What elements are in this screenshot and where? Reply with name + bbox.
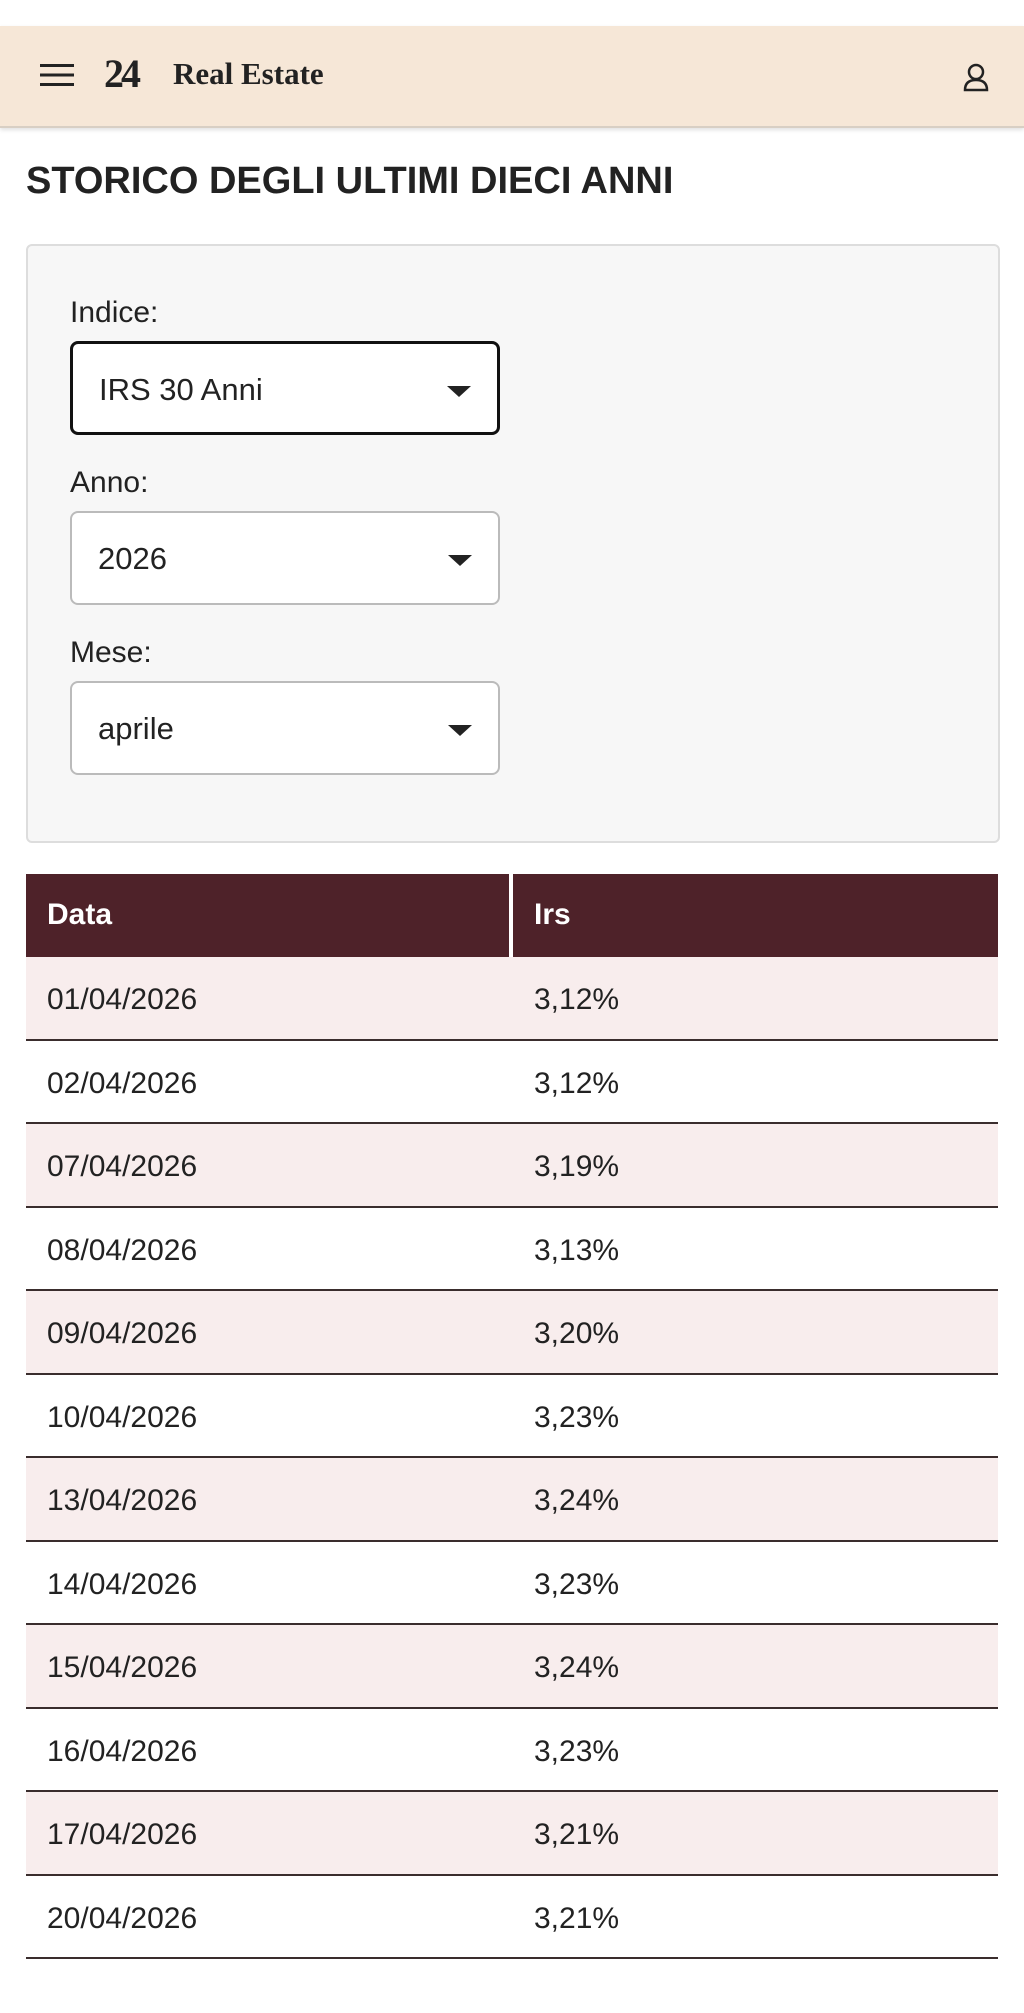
logo[interactable]: 24	[104, 51, 141, 96]
date-cell: 07/04/2026	[47, 1150, 198, 1183]
table-row: 07/04/2026 3,19%	[26, 1124, 998, 1208]
dropdown[interactable]: aprile	[70, 681, 500, 775]
top-bar: 24 Real Estate	[0, 26, 1024, 128]
dropdown-arrow	[448, 555, 472, 566]
dropdown[interactable]: 2026	[70, 511, 500, 605]
dropdown-arrow	[447, 386, 471, 397]
brand[interactable]: Real Estate	[173, 56, 324, 91]
table-row: 09/04/2026 3,20%	[26, 1291, 998, 1375]
filter-panel: Indice: IRS 30 Anni Anno: 2026 Mese: aprile	[26, 244, 1000, 843]
rate-cell: 3,23%	[534, 1400, 620, 1434]
rate-cell: 3,13%	[534, 1233, 620, 1267]
dropdown-arrow	[448, 725, 472, 736]
table-header: Data Irs	[26, 874, 998, 957]
rate-cell: 3,20%	[534, 1317, 620, 1350]
table-row: 14/04/2026 3,23%	[26, 1542, 998, 1625]
rate-cell: 3,23%	[534, 1734, 620, 1768]
date-cell: 10/04/2026	[47, 1400, 198, 1434]
dropdown-value: IRS 30 Anni	[99, 372, 263, 407]
column-header: Data	[26, 874, 509, 957]
date-cell: 14/04/2026	[47, 1567, 198, 1601]
data-table: Data Irs 01/04/2026 3,12% 02/04/2026 3,12% 0…	[26, 874, 998, 1959]
table-row: 16/04/2026 3,23%	[26, 1709, 998, 1792]
filter-label: Indice:	[70, 296, 159, 329]
date-cell: 15/04/2026	[47, 1651, 198, 1684]
date-cell: 16/04/2026	[47, 1734, 198, 1768]
rate-cell: 3,21%	[534, 1901, 620, 1935]
date-cell: 02/04/2026	[47, 1066, 198, 1100]
filter-label: Mese:	[70, 636, 152, 669]
filter-label: Anno:	[70, 466, 149, 499]
dropdown-value: 2026	[98, 541, 167, 576]
table-row: 01/04/2026 3,12%	[26, 957, 998, 1041]
rate-cell: 3,24%	[534, 1484, 620, 1517]
menu-button[interactable]	[40, 62, 74, 88]
date-cell: 09/04/2026	[47, 1317, 198, 1350]
rate-cell: 3,12%	[534, 1066, 620, 1100]
date-cell: 08/04/2026	[47, 1233, 198, 1267]
table-row: 20/04/2026 3,21%	[26, 1876, 998, 1959]
table-row: 10/04/2026 3,23%	[26, 1375, 998, 1458]
date-cell: 13/04/2026	[47, 1484, 198, 1517]
user-button[interactable]	[962, 62, 990, 92]
table-row: 02/04/2026 3,12%	[26, 1041, 998, 1124]
rate-cell: 3,12%	[534, 983, 620, 1016]
table-row: 17/04/2026 3,21%	[26, 1792, 998, 1876]
table-row: 08/04/2026 3,13%	[26, 1208, 998, 1291]
date-cell: 17/04/2026	[47, 1818, 198, 1851]
date-cell: 20/04/2026	[47, 1901, 198, 1935]
rate-cell: 3,23%	[534, 1567, 620, 1601]
rate-cell: 3,19%	[534, 1150, 620, 1183]
rate-cell: 3,21%	[534, 1818, 620, 1851]
rate-cell: 3,24%	[534, 1651, 620, 1684]
page-title: STORICO DEGLI ULTIMI DIECI ANNI	[26, 160, 674, 202]
table-row: 13/04/2026 3,24%	[26, 1458, 998, 1542]
date-cell: 01/04/2026	[47, 983, 198, 1016]
dropdown[interactable]: IRS 30 Anni	[70, 341, 500, 435]
column-header: Irs	[513, 874, 998, 957]
dropdown-value: aprile	[98, 711, 174, 746]
table-row: 15/04/2026 3,24%	[26, 1625, 998, 1709]
